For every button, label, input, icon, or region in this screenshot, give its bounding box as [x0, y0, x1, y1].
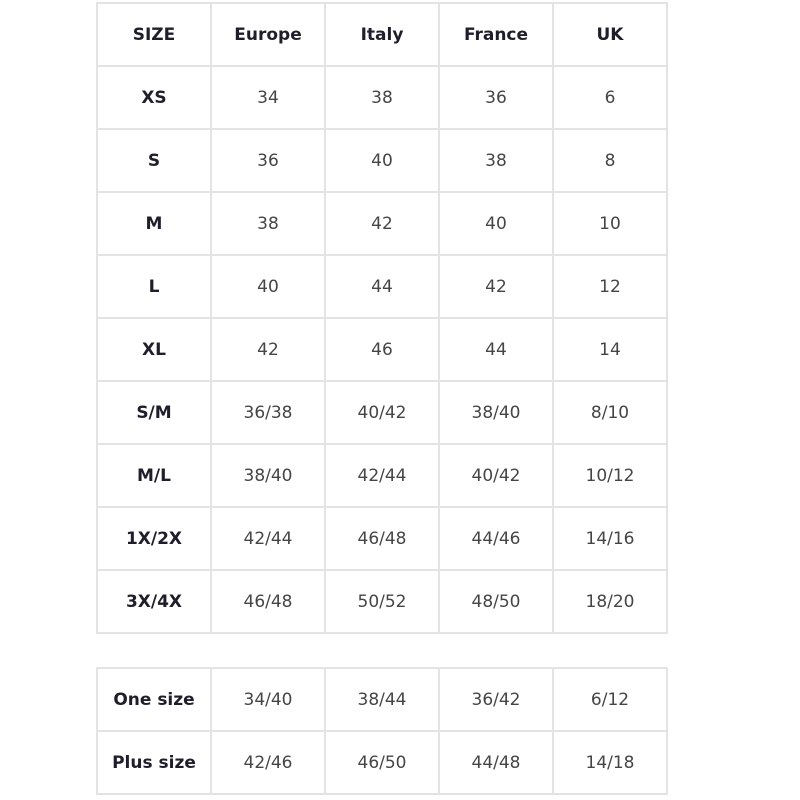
size-label: M/L	[96, 443, 212, 508]
size-value: 44/46	[438, 506, 554, 571]
column-header: UK	[552, 2, 668, 67]
size-value: 38	[324, 65, 440, 130]
size-value: 40	[324, 128, 440, 193]
size-value: 18/20	[552, 569, 668, 634]
size-value: 40/42	[438, 443, 554, 508]
table-row: S/M 36/38 40/42 38/40 8/10	[96, 380, 668, 445]
size-value: 46/48	[324, 506, 440, 571]
column-header: Italy	[324, 2, 440, 67]
size-value: 46/48	[210, 569, 326, 634]
size-value: 40/42	[324, 380, 440, 445]
size-value: 50/52	[324, 569, 440, 634]
size-label: 3X/4X	[96, 569, 212, 634]
size-value: 42/46	[210, 730, 326, 795]
table-row: M/L 38/40 42/44 40/42 10/12	[96, 443, 668, 508]
size-value: 6/12	[552, 667, 668, 732]
size-value: 40	[438, 191, 554, 256]
size-value: 42/44	[324, 443, 440, 508]
size-label: One size	[96, 667, 212, 732]
size-value: 8	[552, 128, 668, 193]
size-value: 10	[552, 191, 668, 256]
size-chart-table: SIZE Europe Italy France UK XS 34 38 36 6 S 36 40 38…	[96, 2, 668, 634]
size-value: 44	[324, 254, 440, 319]
size-label: XL	[96, 317, 212, 382]
table-row: 1X/2X 42/44 46/48 44/46 14/16	[96, 506, 668, 571]
size-label: Plus size	[96, 730, 212, 795]
size-value: 14/18	[552, 730, 668, 795]
size-value: 38/44	[324, 667, 440, 732]
size-value: 12	[552, 254, 668, 319]
size-value: 38	[438, 128, 554, 193]
table-row: XS 34 38 36 6	[96, 65, 668, 130]
column-header: Europe	[210, 2, 326, 67]
size-label: XS	[96, 65, 212, 130]
size-value: 14	[552, 317, 668, 382]
size-value: 38/40	[438, 380, 554, 445]
size-value: 46/50	[324, 730, 440, 795]
size-value: 38/40	[210, 443, 326, 508]
size-value: 34	[210, 65, 326, 130]
size-label: 1X/2X	[96, 506, 212, 571]
size-label: L	[96, 254, 212, 319]
table-row: 3X/4X 46/48 50/52 48/50 18/20	[96, 569, 668, 634]
size-value: 10/12	[552, 443, 668, 508]
size-value: 36/38	[210, 380, 326, 445]
table-row: One size 34/40 38/44 36/42 6/12	[96, 667, 668, 732]
size-value: 44	[438, 317, 554, 382]
size-value: 44/48	[438, 730, 554, 795]
size-value: 36	[210, 128, 326, 193]
size-label: M	[96, 191, 212, 256]
size-value: 14/16	[552, 506, 668, 571]
size-value: 36/42	[438, 667, 554, 732]
header-row: SIZE Europe Italy France UK	[96, 2, 668, 67]
table-row: M 38 42 40 10	[96, 191, 668, 256]
size-label: S	[96, 128, 212, 193]
column-header: SIZE	[96, 2, 212, 67]
size-value: 38	[210, 191, 326, 256]
special-sizes-table: One size 34/40 38/44 36/42 6/12 Plus size 42/4…	[96, 667, 668, 795]
size-value: 34/40	[210, 667, 326, 732]
size-value: 42	[324, 191, 440, 256]
column-header: France	[438, 2, 554, 67]
table-row: XL 42 46 44 14	[96, 317, 668, 382]
size-label: S/M	[96, 380, 212, 445]
table-row: Plus size 42/46 46/50 44/48 14/18	[96, 730, 668, 795]
size-value: 42	[438, 254, 554, 319]
table-row: S 36 40 38 8	[96, 128, 668, 193]
table-row: L 40 44 42 12	[96, 254, 668, 319]
size-value: 42	[210, 317, 326, 382]
size-value: 36	[438, 65, 554, 130]
size-value: 42/44	[210, 506, 326, 571]
size-value: 40	[210, 254, 326, 319]
size-value: 48/50	[438, 569, 554, 634]
size-value: 46	[324, 317, 440, 382]
size-value: 8/10	[552, 380, 668, 445]
size-value: 6	[552, 65, 668, 130]
